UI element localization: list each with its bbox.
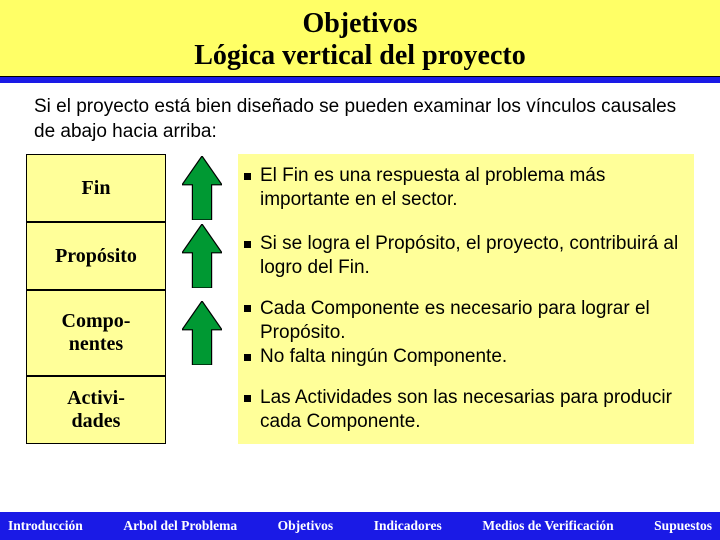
title-line-1: Objetivos bbox=[302, 8, 417, 39]
level-box: Activi-dades bbox=[26, 376, 166, 444]
footer-nav: Introducción Arbol del Problema Objetivos I… bbox=[0, 512, 720, 540]
level-box: Propósito bbox=[26, 222, 166, 290]
bullet-item: Cada Componente es necesario para lograr… bbox=[242, 297, 686, 345]
up-arrow-icon bbox=[182, 224, 222, 288]
description-cell: Si se logra el Propósito, el proyecto, c… bbox=[238, 222, 694, 290]
footer-link[interactable]: Arbol del Problema bbox=[123, 518, 237, 534]
title-line-2: Lógica vertical del proyecto bbox=[194, 40, 526, 71]
bullet-item: No falta ningún Componente. bbox=[242, 345, 686, 369]
slide-title: Objetivos Lógica vertical del proyecto bbox=[0, 8, 720, 72]
description-cell: Las Actividades son las necesarias para … bbox=[238, 376, 694, 444]
bullet-item: El Fin es una respuesta al problema más … bbox=[242, 164, 686, 212]
arrow-cell bbox=[166, 222, 238, 290]
arrow-cell bbox=[166, 376, 238, 444]
bullet-item: Las Actividades son las necesarias para … bbox=[242, 386, 686, 434]
up-arrow-icon bbox=[182, 156, 222, 220]
level-box: Fin bbox=[26, 154, 166, 222]
footer-link[interactable]: Indicadores bbox=[374, 518, 442, 534]
footer-link[interactable]: Medios de Verificación bbox=[482, 518, 613, 534]
title-band: Objetivos Lógica vertical del proyecto bbox=[0, 0, 720, 77]
bullet-item: Si se logra el Propósito, el proyecto, c… bbox=[242, 232, 686, 280]
description-cell: El Fin es una respuesta al problema más … bbox=[238, 154, 694, 222]
footer-link[interactable]: Objetivos bbox=[278, 518, 334, 534]
hierarchy-grid: Fin El Fin es una respuesta al problema … bbox=[26, 154, 694, 444]
footer-link[interactable]: Supuestos bbox=[654, 518, 712, 534]
up-arrow-icon bbox=[182, 301, 222, 365]
arrow-cell bbox=[166, 154, 238, 222]
level-box: Compo-nentes bbox=[26, 290, 166, 376]
description-cell: Cada Componente es necesario para lograr… bbox=[238, 290, 694, 376]
slide: Objetivos Lógica vertical del proyecto S… bbox=[0, 0, 720, 540]
arrow-cell bbox=[166, 290, 238, 376]
footer-link[interactable]: Introducción bbox=[8, 518, 83, 534]
intro-text: Si el proyecto está bien diseñado se pue… bbox=[0, 83, 720, 154]
